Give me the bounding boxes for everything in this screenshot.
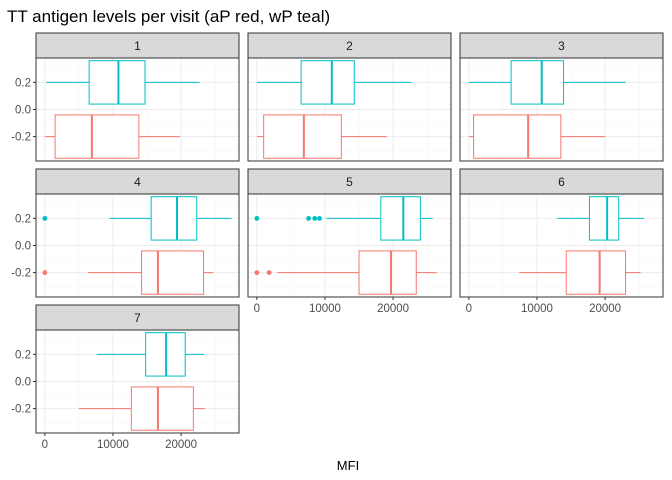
- outlier-point: [306, 215, 312, 221]
- chart-title: TT antigen levels per visit (aP red, wP …: [7, 7, 330, 26]
- x-tick-label: 0: [254, 303, 260, 315]
- y-tick-label: 0.2: [15, 349, 31, 361]
- outlier-point: [312, 215, 318, 221]
- box-iqr: [588, 196, 620, 241]
- x-axis-title: MFI: [337, 458, 359, 473]
- x-tick-label: 10000: [97, 439, 129, 451]
- facet-strip: [247, 168, 452, 195]
- boxplot-aP: [78, 386, 205, 431]
- outlier-point: [266, 270, 272, 276]
- x-tick-label: 20000: [377, 303, 409, 315]
- x-tick-label: 0: [42, 439, 48, 451]
- box-iqr: [473, 114, 562, 159]
- box-iqr: [263, 114, 342, 159]
- facet-strip-label: 2: [346, 39, 353, 53]
- y-tick-label: 0.2: [15, 213, 31, 225]
- facet-strip-label: 7: [134, 311, 141, 325]
- panel-border: [459, 57, 664, 162]
- facet-strip: [459, 168, 664, 195]
- y-tick-label: 0.0: [15, 241, 31, 253]
- y-tick-label: -0.2: [11, 404, 31, 416]
- y-tick-label: 0.2: [15, 77, 31, 89]
- box-iqr: [150, 196, 198, 241]
- outlier-point: [317, 215, 322, 221]
- boxplot-wP: [557, 196, 644, 241]
- box-iqr: [141, 250, 205, 295]
- x-tick-label: 20000: [165, 439, 197, 451]
- facet-panel: 7 0.2 0.0 -0.2 0 10000 20000: [11, 304, 240, 451]
- box-iqr: [510, 60, 565, 105]
- x-tick-label: 20000: [589, 303, 621, 315]
- boxplot-aP: [254, 250, 437, 295]
- boxplot-wP: [42, 196, 232, 241]
- outlier-point: [254, 270, 260, 276]
- facet-strip: [247, 32, 452, 59]
- box-iqr: [380, 196, 421, 241]
- facet-panel: 5 0 10000 20000: [247, 168, 452, 315]
- outlier-point: [254, 215, 260, 221]
- panel-border: [247, 193, 452, 298]
- boxplot-wP: [256, 60, 412, 105]
- facet-panel: 4 0.2 0.0 -0.2: [11, 168, 240, 298]
- x-tick-label: 10000: [309, 303, 341, 315]
- outlier-point: [42, 270, 48, 276]
- boxplot-wP: [96, 332, 205, 377]
- facet-strip: [35, 32, 240, 59]
- box-iqr: [565, 250, 627, 295]
- x-tick-label: 0: [466, 303, 472, 315]
- facet-strip-label: 6: [558, 175, 565, 189]
- boxplot-aP: [44, 114, 180, 159]
- y-tick-label: -0.2: [11, 268, 31, 280]
- box-iqr: [130, 386, 194, 431]
- facet-strip-label: 5: [346, 175, 353, 189]
- boxplot-aP: [468, 114, 606, 159]
- facet-panel: 3: [459, 32, 664, 162]
- facet-panels: 1 0.2 0.0 -0.2 2 3 4 0.2 0.0 -0.2 5 0 10000 20000 6 0 10…: [11, 32, 664, 451]
- facet-strip: [459, 32, 664, 59]
- box-iqr: [300, 60, 355, 105]
- boxplot-wP: [254, 196, 433, 241]
- outlier-point: [42, 215, 48, 221]
- boxplot-wP: [46, 60, 200, 105]
- y-tick-label: -0.2: [11, 132, 31, 144]
- panel-border: [459, 193, 664, 298]
- facet-strip: [35, 168, 240, 195]
- x-tick-label: 10000: [521, 303, 553, 315]
- boxplot-wP: [468, 60, 626, 105]
- box-iqr: [358, 250, 417, 295]
- box-iqr: [88, 60, 146, 105]
- boxplot-aP: [519, 250, 641, 295]
- panel-border: [247, 57, 452, 162]
- facet-panel: 2: [247, 32, 452, 162]
- boxplot-aP: [256, 114, 387, 159]
- boxplot-aP: [42, 250, 214, 295]
- box-iqr: [54, 114, 140, 159]
- facet-strip-label: 3: [558, 39, 565, 53]
- facet-strip-label: 4: [134, 175, 141, 189]
- facet-panel: 6 0 10000 20000: [459, 168, 664, 315]
- facet-panel: 1 0.2 0.0 -0.2: [11, 32, 240, 162]
- y-tick-label: 0.0: [15, 105, 31, 117]
- facet-strip: [35, 304, 240, 331]
- facet-strip-label: 1: [134, 39, 141, 53]
- y-tick-label: 0.0: [15, 377, 31, 389]
